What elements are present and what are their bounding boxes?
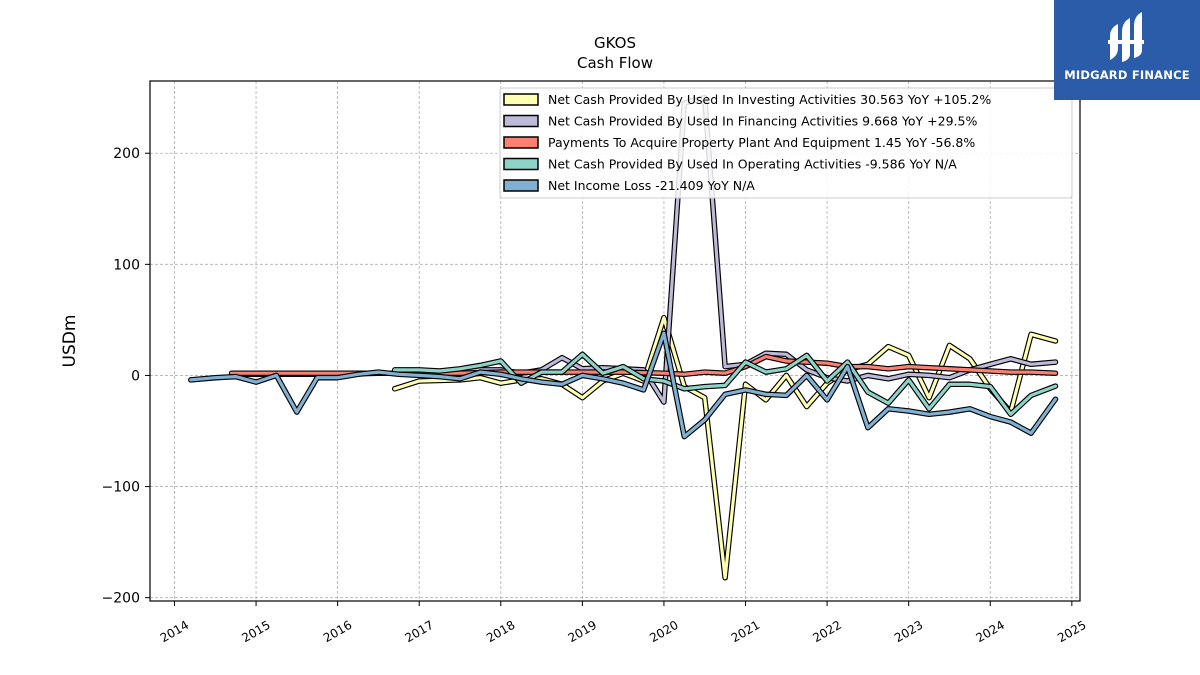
x-tick-label: 2023 [892,618,925,645]
x-tick-label: 2014 [158,618,191,645]
legend-label: Net Cash Provided By Used In Financing A… [548,114,977,129]
legend-label: Net Cash Provided By Used In Investing A… [548,92,991,107]
series-line-stroke [189,331,1058,439]
midgard-finance-logo: MIDGARD FINANCE [1054,0,1200,100]
x-tick-label: 2016 [321,618,354,645]
x-tick-label: 2020 [647,618,680,645]
series-line-stroke [393,352,1058,416]
legend-swatch [503,179,539,192]
legend-item: Net Income Loss -21.409 YoY N/A [503,178,755,193]
legend-swatch [503,136,539,149]
legend-label: Payments To Acquire Property Plant And E… [548,135,975,150]
logo-mark-icon [1108,12,1144,62]
chart-title: GKOS [594,34,636,52]
x-tick-label: 2018 [484,618,517,645]
x-tick-label: 2019 [566,618,599,645]
x-tick-label: 2017 [402,618,435,645]
legend: Net Cash Provided By Used In Investing A… [499,87,1073,199]
y-tick-label: −200 [102,591,140,607]
legend-box [499,87,1073,199]
plot-frame [149,80,1081,602]
y-tick-label: 0 [131,368,140,384]
series-line-4 [391,351,1059,418]
legend-item: Net Cash Provided By Used In Financing A… [503,114,977,129]
y-axis-label: USDm [60,315,80,368]
x-tick-label: 2015 [239,618,272,645]
x-tick-label: 2021 [729,618,762,645]
legend-item: Payments To Acquire Property Plant And E… [503,135,975,150]
y-tick-label: 100 [113,257,140,273]
legend-label: Net Income Loss -21.409 YoY N/A [548,178,755,193]
x-tick-label: 2025 [1055,618,1088,645]
x-tick-label: 2024 [974,618,1007,645]
y-tick-label: 200 [113,146,140,162]
series-line-3 [228,353,1059,378]
y-tick-label: −100 [102,480,140,496]
legend-label: Net Cash Provided By Used In Operating A… [548,157,957,172]
legend-item: Net Cash Provided By Used In Operating A… [503,157,957,172]
chart-subtitle: Cash Flow [577,54,653,72]
legend-swatch [503,114,539,128]
legend-swatch [503,157,539,171]
legend-item: Net Cash Provided By Used In Investing A… [503,92,991,107]
x-tick-label: 2022 [810,618,843,645]
logo-text: MIDGARD FINANCE [1064,68,1190,82]
legend-swatch [503,93,539,106]
series-line-5 [188,330,1059,440]
